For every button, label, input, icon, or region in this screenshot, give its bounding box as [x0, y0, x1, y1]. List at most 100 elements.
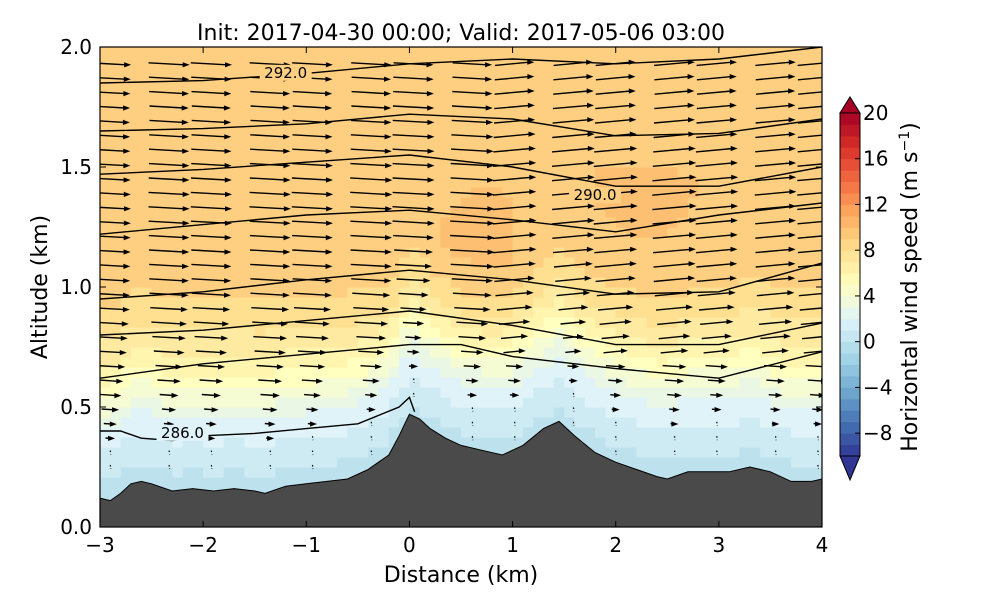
- field-cell: [471, 57, 483, 68]
- field-cell: [605, 237, 617, 248]
- field-cell: [223, 277, 235, 288]
- wind-vector: [191, 134, 227, 138]
- wind-vector: [493, 133, 531, 139]
- field-cell: [161, 107, 173, 118]
- field-cell: [522, 227, 534, 238]
- field-cell: [141, 57, 153, 68]
- wind-vector-head: [123, 220, 131, 226]
- field-cell: [306, 77, 318, 88]
- wind-vector: [393, 76, 429, 80]
- field-cell: [811, 457, 822, 468]
- wind-vector: [654, 75, 690, 81]
- field-cell: [595, 147, 606, 158]
- wind-vector-head: [788, 275, 796, 281]
- field-cell: [285, 297, 297, 308]
- field-cell: [626, 47, 637, 58]
- wind-vector: [100, 221, 126, 224]
- field-cell: [553, 387, 565, 398]
- field-cell: [430, 317, 441, 328]
- field-cell: [461, 427, 472, 438]
- field-cell: [636, 157, 648, 168]
- wind-vector-head: [123, 163, 131, 169]
- field-cell: [265, 257, 276, 268]
- field-cell: [461, 437, 472, 448]
- field-cell: [450, 117, 462, 128]
- field-cell: [522, 397, 534, 408]
- field-cell: [120, 67, 132, 78]
- field-cell: [491, 267, 503, 278]
- field-cell: [100, 127, 111, 138]
- field-cell: [811, 77, 822, 88]
- field-cell: [368, 237, 380, 248]
- field-cell: [708, 77, 720, 88]
- field-cell: [522, 127, 534, 138]
- wind-vector-head: [426, 76, 434, 82]
- field-cell: [285, 237, 297, 248]
- field-cell: [512, 137, 524, 148]
- wind-vector-head: [529, 189, 537, 195]
- field-cell: [481, 407, 493, 418]
- field-cell: [646, 287, 658, 298]
- wind-vector-head: [325, 249, 333, 255]
- field-cell: [213, 247, 225, 258]
- wind-vector-head: [788, 117, 796, 123]
- field-cell: [461, 137, 472, 148]
- field-cell: [295, 307, 307, 318]
- field-cell: [605, 157, 617, 168]
- wind-vector: [350, 234, 388, 239]
- field-cell: [244, 397, 256, 408]
- field-cell: [584, 137, 596, 148]
- field-cell: [265, 47, 276, 58]
- field-cell: [203, 457, 215, 468]
- field-cell: [244, 247, 256, 258]
- field-cell: [584, 417, 596, 428]
- wind-vector-head: [689, 189, 697, 195]
- field-cell: [491, 347, 503, 358]
- field-cell: [347, 97, 359, 108]
- wind-vector: [292, 292, 327, 296]
- wind-vector-head: [689, 203, 697, 209]
- field-cell: [120, 307, 132, 318]
- wind-vector-head: [118, 364, 126, 370]
- field-cell: [151, 367, 163, 378]
- field-cell: [564, 287, 576, 298]
- field-cell: [584, 167, 596, 178]
- field-cell: [574, 237, 586, 248]
- field-cell: [151, 437, 163, 448]
- field-cell: [502, 317, 514, 328]
- field-cell: [533, 147, 545, 158]
- field-cell: [316, 177, 328, 188]
- colorbar-segment: [840, 364, 860, 377]
- field-cell: [646, 337, 658, 348]
- field-cell: [791, 157, 802, 168]
- field-cell: [502, 247, 514, 258]
- field-cell: [172, 157, 184, 168]
- field-cell: [357, 137, 369, 148]
- wind-vector-head: [788, 88, 796, 94]
- field-cell: [543, 207, 555, 218]
- field-cell: [626, 197, 637, 208]
- field-cell: [574, 287, 586, 298]
- wind-vector: [392, 162, 430, 167]
- field-cell: [151, 57, 163, 68]
- field-cell: [471, 297, 483, 308]
- field-cell: [770, 357, 782, 368]
- field-cell: [656, 357, 668, 368]
- field-cell: [285, 387, 297, 398]
- field-cell: [533, 227, 545, 238]
- field-cell: [130, 437, 142, 448]
- field-cell: [543, 277, 555, 288]
- field-cell: [295, 127, 307, 138]
- field-cell: [605, 177, 617, 188]
- field-cell: [760, 377, 772, 388]
- field-cell: [461, 277, 472, 288]
- field-cell: [636, 227, 648, 238]
- field-cell: [316, 407, 328, 418]
- field-cell: [378, 257, 390, 268]
- wind-vector-head: [584, 275, 592, 281]
- wind-vector-head: [614, 392, 622, 398]
- field-cell: [419, 317, 431, 328]
- field-cell: [543, 157, 555, 168]
- field-cell: [368, 167, 380, 178]
